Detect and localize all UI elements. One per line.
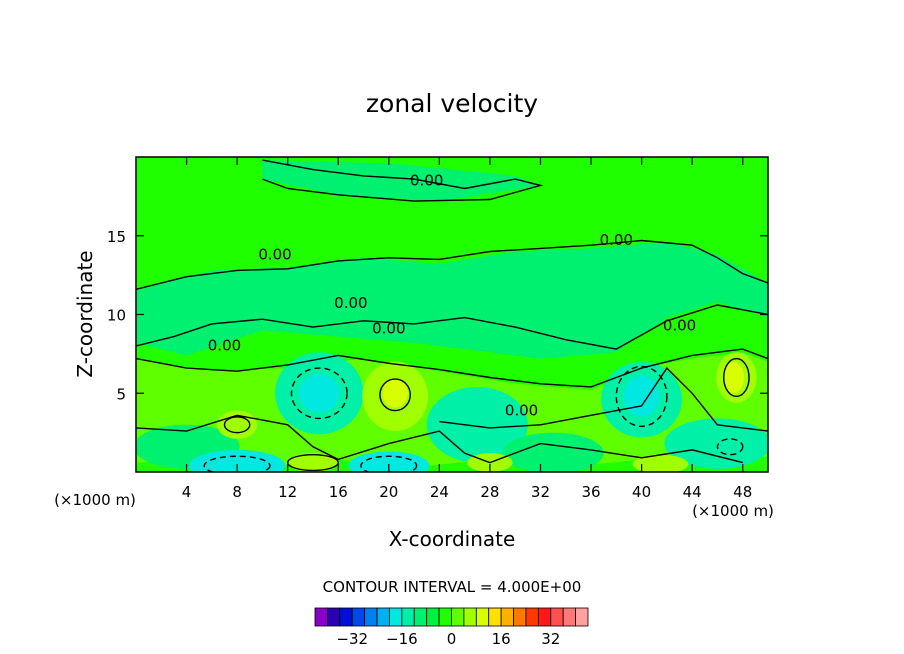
contour-label: 0.00: [258, 245, 291, 263]
positive-contour-line: [723, 357, 750, 398]
colorbar-swatch: [364, 607, 378, 627]
colorbar-swatch: [525, 607, 539, 627]
positive-contour-line: [379, 378, 411, 412]
colorbar-swatch: [488, 607, 502, 627]
contour-field: [136, 157, 768, 472]
x-tick-label: 4: [182, 483, 192, 501]
colorbar-swatch: [537, 607, 552, 627]
negative-cell: [299, 374, 340, 413]
x-tick-label: 32: [531, 483, 550, 501]
contour-interval-label: CONTOUR INTERVAL = 4.000E+00: [323, 578, 582, 596]
y-tick-label: 5: [116, 385, 126, 403]
colorbar-label: −16: [386, 630, 418, 648]
positive-cell: [632, 454, 689, 472]
negative-contour-line: [203, 455, 271, 472]
colorbar-swatch: [389, 607, 403, 627]
x-tick-label: 8: [232, 483, 242, 501]
positive-cell: [382, 379, 408, 408]
x-tick-label: 20: [379, 483, 398, 501]
colorbar-swatch: [314, 607, 328, 627]
x-axis-label: X-coordinate: [389, 527, 516, 551]
y-axis-label: Z-coordinate: [73, 250, 97, 377]
positive-cell: [723, 361, 744, 394]
zero-contour-line: [136, 348, 768, 388]
y-tick-label: 15: [107, 228, 126, 246]
y-ticks: 5 10 15: [107, 228, 768, 403]
contour-label: 0.00: [410, 171, 443, 189]
colorbar-swatch: [327, 607, 341, 627]
colorbar-swatch: [575, 607, 589, 627]
x-tick-label: 36: [581, 483, 600, 501]
contour-label: 0.00: [334, 294, 367, 312]
colorbar-swatch: [339, 607, 353, 627]
x-tick-label: 48: [733, 483, 752, 501]
negative-cell: [664, 418, 768, 469]
contour-label: 0.00: [372, 319, 405, 337]
zero-contour-line: [136, 239, 768, 290]
colorbar-swatch: [426, 607, 440, 627]
x-tick-label: 44: [683, 483, 702, 501]
x-unit-right: (×1000 m): [692, 502, 774, 520]
colorbar-swatch: [562, 607, 576, 627]
colorbar-swatch: [550, 607, 564, 627]
colorbar-labels: −32 −16 0 16 32: [336, 630, 560, 648]
colorbar-swatch: [351, 607, 366, 627]
contour-label: 0.00: [208, 337, 241, 355]
colorbar-swatch: [451, 607, 465, 627]
colorbar-swatch: [413, 607, 428, 627]
colorbar-label: 16: [492, 630, 511, 648]
contour-labels: 0.00 0.00 0.00 0.00 0.00 0.00 0.00 0.00: [208, 171, 696, 419]
x-tick-label: 40: [632, 483, 651, 501]
negative-cell: [623, 375, 660, 417]
x-unit-left: (×1000 m): [54, 491, 136, 509]
positive-contour-line: [223, 416, 251, 434]
negative-cell: [502, 432, 604, 472]
positive-cell: [287, 453, 339, 472]
colorbar-swatch: [500, 607, 514, 627]
contour-label: 0.00: [663, 316, 696, 334]
y-tick-label: 10: [107, 307, 126, 325]
x-tick-label: 24: [430, 483, 449, 501]
zero-contour-line: [136, 414, 743, 464]
negative-cell: [189, 449, 286, 472]
x-tick-label: 28: [480, 483, 499, 501]
negative-contour-line: [360, 455, 418, 472]
negative-contour-line: [615, 365, 668, 428]
colorbar-swatch: [475, 607, 490, 627]
x-ticks: 4 8 12 16 20 24 28 32 36 40 44 48: [182, 157, 752, 501]
colorbar-swatch: [513, 607, 527, 627]
colorbar-label: −32: [336, 630, 368, 648]
negative-contour-line: [716, 438, 744, 456]
colorbar-label: 0: [447, 630, 457, 648]
colorbar-swatch: [401, 607, 415, 627]
zero-contour-line: [136, 304, 768, 350]
chart-title: zonal velocity: [366, 89, 538, 118]
colorbar-swatch: [463, 607, 477, 627]
zero-contour-line: [439, 367, 768, 432]
positive-contour-line: [286, 453, 339, 472]
x-tick-label: 16: [329, 483, 348, 501]
contour-lines: [136, 159, 768, 472]
negative-cell: [426, 386, 528, 463]
colorbar-swatch: [376, 607, 390, 627]
negative-region: [136, 242, 768, 359]
colorbar-label: 32: [541, 630, 560, 648]
colorbar: [314, 607, 589, 627]
colorbar-swatch: [438, 607, 452, 627]
zero-contour-line: [262, 159, 544, 202]
negative-contour-line: [290, 367, 348, 420]
negative-region: [262, 160, 541, 202]
contour-label: 0.00: [505, 401, 538, 419]
contour-label: 0.00: [600, 231, 633, 249]
negative-cell: [348, 451, 430, 472]
x-tick-label: 12: [278, 483, 297, 501]
